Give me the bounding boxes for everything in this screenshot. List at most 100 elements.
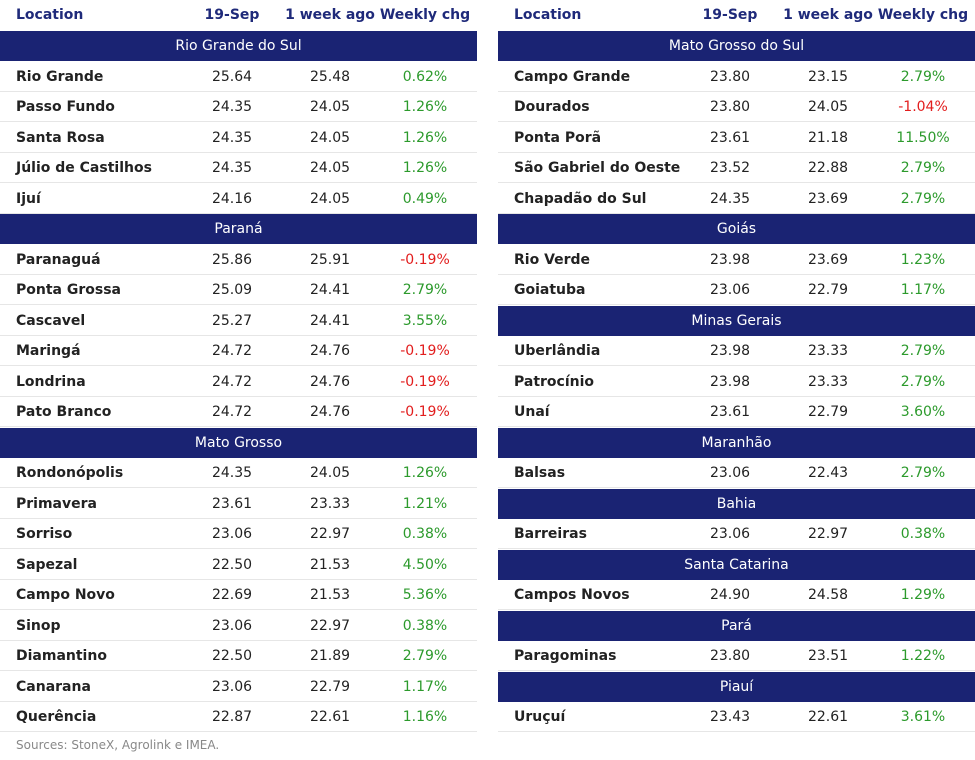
value-cell: 22.79 [807,404,849,420]
value-cell: 22.97 [309,526,351,542]
data-row: Campo Novo 22.69 21.53 5.36% [0,580,477,610]
location-name: Primavera [16,495,97,512]
data-row: Júlio de Castilhos 24.35 24.05 1.26% [0,153,477,183]
location-name: Dourados [514,99,590,115]
group-title: Maranhão [701,434,772,451]
data-row: Unaí 23.61 22.79 3.60% [498,397,975,427]
data-row: Ijuí 24.16 24.05 0.49% [0,184,477,214]
group-title: Mato Grosso [194,434,283,451]
value-cell: 22.50 [211,556,253,573]
group-header: Minas Gerais [498,305,975,337]
data-row: Primavera 23.61 23.33 1.21% [0,489,477,519]
value-cell: 22.87 [211,709,253,725]
source-note: Sources: StoneX, Agrolink e IMEA. [16,738,220,752]
value-cell: 21.89 [309,648,351,664]
value-cell: 23.98 [709,251,751,268]
value-cell: 24.35 [211,465,253,481]
value-cell: 23.15 [807,68,849,85]
value-cell: 2.79% [402,648,448,664]
location-name: Canarana [16,678,91,695]
value-cell: 2.79% [900,190,946,207]
data-row: Paragominas 23.80 23.51 1.22% [498,641,975,671]
column-header: 1 week ago [285,7,375,23]
column-header: Location [16,7,84,23]
value-cell: 25.86 [211,251,253,268]
value-cell: 24.76 [309,404,351,420]
value-cell: 24.16 [211,190,253,207]
group-title: Minas Gerais [691,312,782,329]
value-cell: -0.19% [400,343,450,359]
location-name: Campo Grande [514,68,631,85]
value-cell: 1.21% [402,495,448,512]
column-header: 19-Sep [702,7,758,23]
location-name: Londrina [16,373,86,390]
data-row: Dourados 23.80 24.05 -1.04% [498,92,975,122]
value-cell: 25.27 [211,312,253,329]
location-name: Rondonópolis [16,465,124,481]
group-header: Mato Grosso do Sul [498,31,975,62]
value-cell: 24.05 [309,129,351,146]
location-name: Pato Branco [16,404,112,420]
location-name: Chapadão do Sul [514,190,647,207]
data-row: Sinop 23.06 22.97 0.38% [0,611,477,641]
value-cell: 22.50 [211,648,253,664]
location-name: Ponta Porã [514,129,602,146]
column-header: Location [514,7,582,23]
data-row: Uberlândia 23.98 23.33 2.79% [498,336,975,366]
location-name: Ponta Grossa [16,282,121,298]
location-name: Barreiras [514,526,587,542]
group-header: Piauí [498,671,975,703]
location-name: Goiatuba [514,282,586,298]
value-cell: 24.41 [309,312,351,329]
header-row: Location 19-Sep 1 week ago Weekly chg [498,0,975,30]
data-row: Sorriso 23.06 22.97 0.38% [0,519,477,549]
value-cell: 22.97 [309,617,351,634]
value-cell: 24.72 [211,373,253,390]
data-row: Cascavel 25.27 24.41 3.55% [0,306,477,336]
value-cell: 2.79% [900,343,946,359]
value-cell: 25.64 [211,68,253,85]
value-cell: 25.09 [211,282,253,298]
location-name: Passo Fundo [16,99,115,115]
group-title: Rio Grande do Sul [175,38,302,54]
value-cell: 22.79 [807,282,849,298]
value-cell: 1.26% [402,129,448,146]
location-name: Unaí [514,404,550,420]
data-row: Barreiras 23.06 22.97 0.38% [498,519,975,549]
location-name: Sapezal [16,556,78,573]
value-cell: 23.69 [807,190,849,207]
value-cell: 1.17% [900,282,946,298]
data-row: Balsas 23.06 22.43 2.79% [498,458,975,488]
location-name: Campo Novo [16,587,115,603]
group-header: Santa Catarina [498,549,975,581]
value-cell: 2.79% [900,373,946,390]
value-cell: 22.43 [807,465,849,481]
data-row: Canarana 23.06 22.79 1.17% [0,672,477,702]
value-cell: 0.38% [900,526,946,542]
value-cell: 23.06 [211,526,253,542]
location-name: Diamantino [16,648,107,664]
value-cell: 0.49% [402,190,448,207]
value-cell: 2.79% [900,160,946,176]
value-cell: 23.33 [807,373,849,390]
data-row: São Gabriel do Oeste 23.52 22.88 2.79% [498,153,975,183]
data-row: Rio Verde 23.98 23.69 1.23% [498,245,975,275]
group-title: Mato Grosso do Sul [668,38,805,54]
value-cell: 3.60% [900,404,946,420]
value-cell: 2.79% [900,68,946,85]
data-row: Chapadão do Sul 24.35 23.69 2.79% [498,184,975,214]
location-name: Ijuí [16,190,41,207]
group-header: Bahia [498,488,975,520]
value-cell: 23.06 [211,617,253,634]
value-cell: 22.69 [211,587,253,603]
value-cell: 24.76 [309,373,351,390]
value-cell: 1.16% [402,709,448,725]
value-cell: 0.62% [402,68,448,85]
value-cell: 21.53 [309,556,351,573]
location-name: Júlio de Castilhos [16,160,152,176]
data-row: Patrocínio 23.98 23.33 2.79% [498,367,975,397]
value-cell: 24.35 [211,99,253,115]
value-cell: 23.33 [309,495,351,512]
data-row: Goiatuba 23.06 22.79 1.17% [498,275,975,305]
value-cell: 24.72 [211,343,253,359]
